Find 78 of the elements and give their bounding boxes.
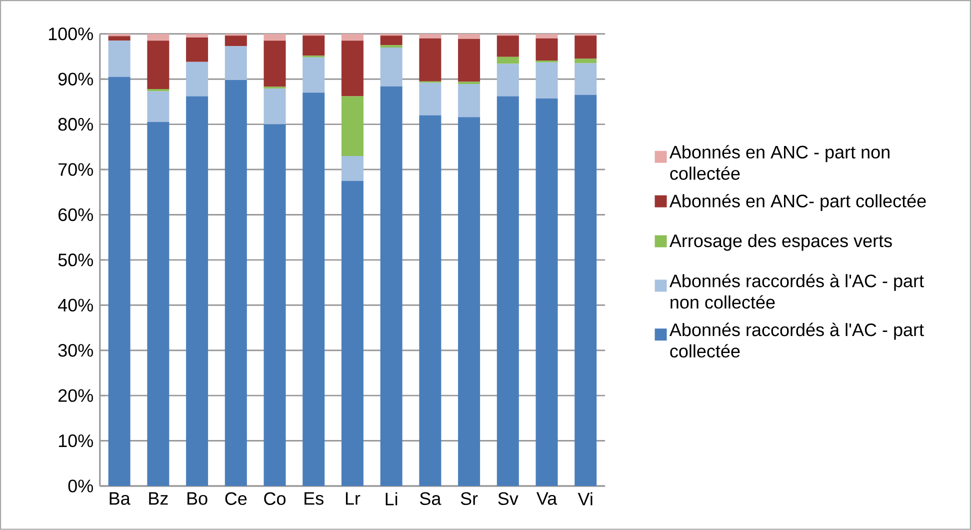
bar xyxy=(302,57,325,93)
bar xyxy=(186,38,208,62)
bar xyxy=(264,40,286,87)
bar xyxy=(186,96,208,486)
x-tick-label: Va xyxy=(536,492,558,505)
bar xyxy=(341,156,364,181)
bar xyxy=(419,38,442,82)
bar xyxy=(264,34,286,41)
bar xyxy=(380,36,402,46)
y-tick-label: 90% xyxy=(58,72,93,86)
bar xyxy=(574,94,597,486)
x-tick-label: Ce xyxy=(225,492,247,506)
bar xyxy=(496,36,519,57)
bar xyxy=(536,38,558,61)
x-tick-label: Vi xyxy=(578,492,592,506)
legend-label: Abonnés raccordés à l'AC - part non collectée xyxy=(669,274,924,309)
x-tick-label: Bo xyxy=(188,492,208,505)
y-tick-label: 60% xyxy=(58,208,93,222)
bar xyxy=(380,86,402,486)
bar xyxy=(108,40,130,77)
legend-label: Abonnés en ANC- part collectée xyxy=(669,194,926,212)
bar xyxy=(574,58,597,64)
x-tick-label: Co xyxy=(264,492,286,506)
bar xyxy=(224,46,247,80)
x-tick-label: Ba xyxy=(110,492,130,505)
x-tick-label: Sr xyxy=(460,492,478,506)
bar xyxy=(341,180,364,486)
bar xyxy=(458,117,480,486)
y-tick-label: 70% xyxy=(58,163,93,176)
bar xyxy=(536,34,558,38)
y-tick-label: 10% xyxy=(58,434,93,448)
bar xyxy=(302,36,325,56)
bar xyxy=(536,62,558,99)
bar xyxy=(147,122,170,486)
x-tick-label: Lr xyxy=(346,492,360,505)
bar xyxy=(380,48,402,86)
bar xyxy=(264,88,286,124)
y-tick-label: 40% xyxy=(58,298,93,312)
y-tick-label: 100% xyxy=(48,28,93,40)
bar xyxy=(574,63,597,95)
x-tick-label: Bz xyxy=(149,492,168,505)
bar xyxy=(108,36,130,41)
bar xyxy=(458,38,480,82)
bar xyxy=(419,115,442,486)
legend-label: Abonnés en ANC - part non collectée xyxy=(669,145,890,180)
legend-label: Arrosage des espaces verts xyxy=(669,234,892,251)
y-tick-label: 80% xyxy=(58,118,93,131)
bar xyxy=(496,56,519,64)
bar xyxy=(147,91,170,122)
bar xyxy=(186,62,208,96)
y-tick-label: 50% xyxy=(58,254,93,266)
bar xyxy=(264,124,286,486)
y-tick-label: 20% xyxy=(58,389,93,402)
bar xyxy=(496,96,519,486)
bar xyxy=(341,34,364,41)
bar xyxy=(341,40,364,96)
x-tick-label: Es xyxy=(304,492,324,505)
bar xyxy=(574,36,597,59)
bar xyxy=(224,36,247,46)
y-tick-label: 30% xyxy=(58,344,93,357)
bar xyxy=(496,64,519,96)
x-tick-label: Li xyxy=(386,492,398,506)
x-tick-label: Sv xyxy=(498,492,518,506)
bar xyxy=(186,34,208,38)
bar xyxy=(224,80,247,486)
y-tick-label: 0% xyxy=(68,480,93,492)
bar xyxy=(458,34,480,39)
bar xyxy=(536,98,558,486)
bar xyxy=(341,96,364,156)
bar xyxy=(419,82,442,116)
bar xyxy=(419,34,442,38)
bar xyxy=(147,34,170,41)
bar xyxy=(108,76,130,486)
bar xyxy=(147,40,170,90)
bar xyxy=(302,92,325,486)
x-tick-label: Sa xyxy=(420,492,442,506)
legend-label: Abonnés raccordés à l'AC - part collectée xyxy=(669,322,924,358)
bar xyxy=(458,84,480,118)
